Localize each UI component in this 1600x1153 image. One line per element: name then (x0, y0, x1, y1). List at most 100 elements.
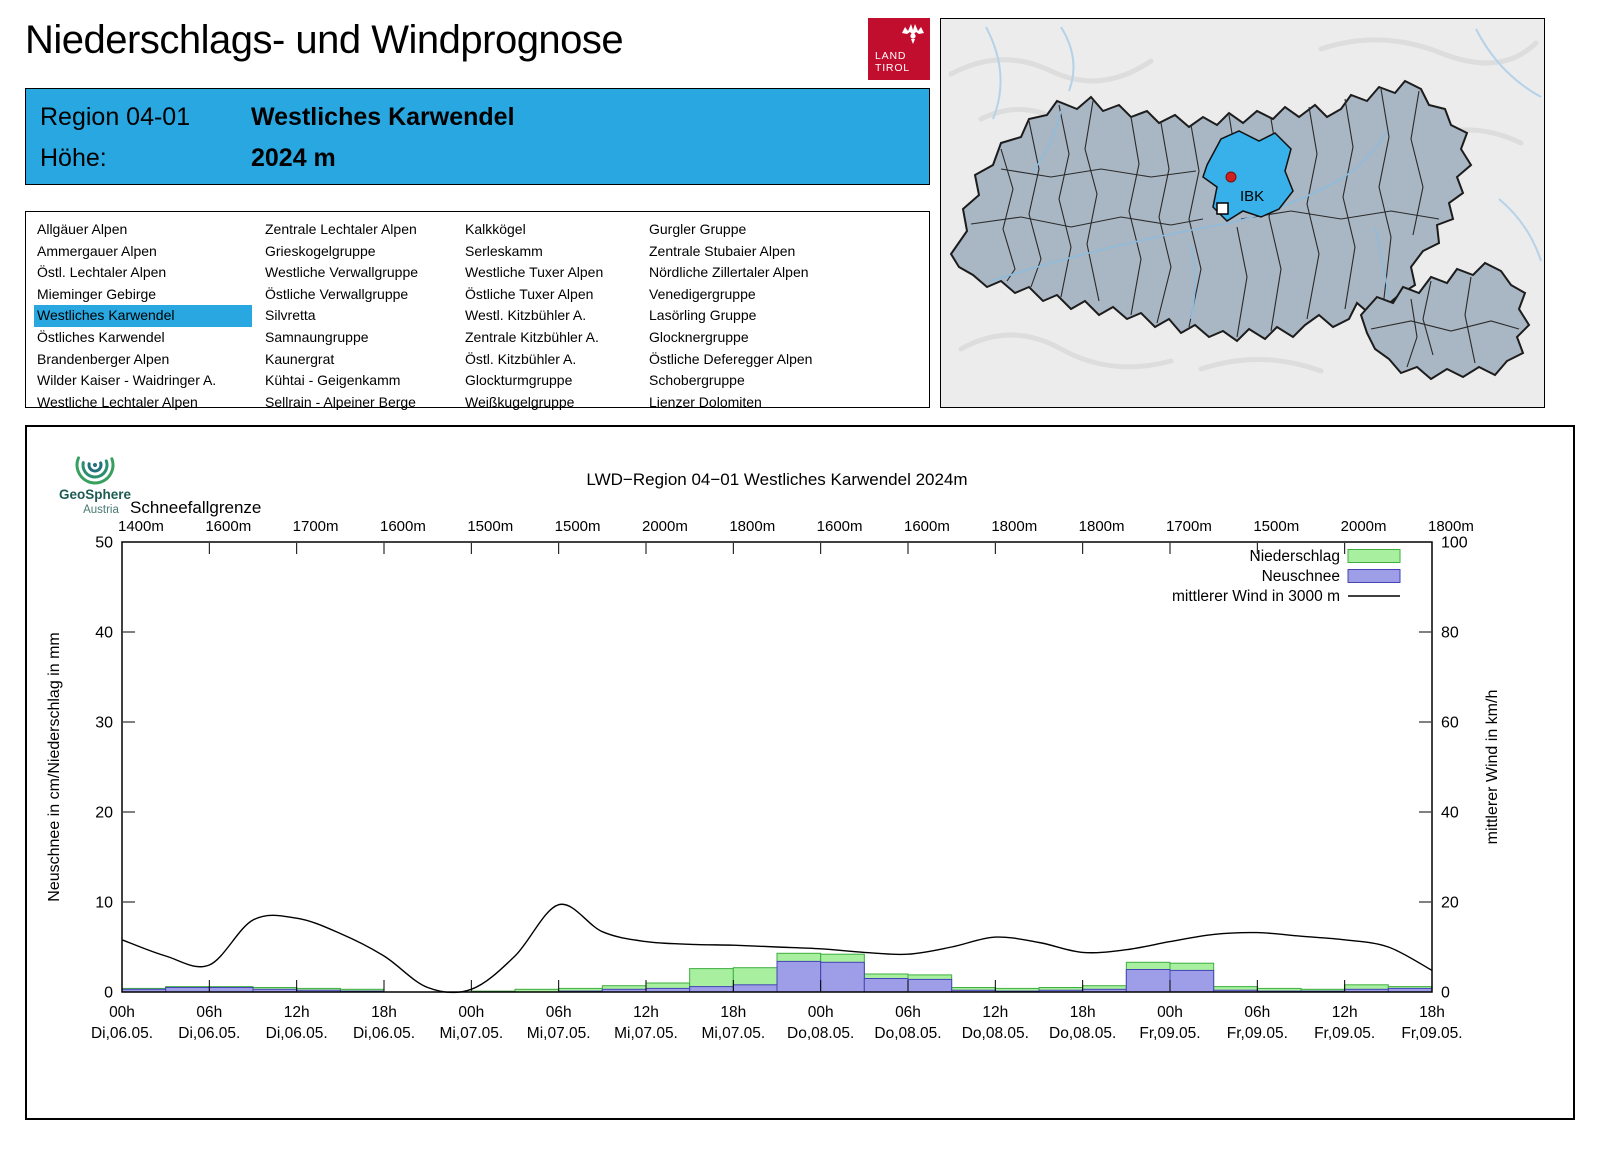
x-hour-label: 12h (633, 1004, 659, 1021)
snowline-value: 1800m (1428, 518, 1474, 535)
tirol-overview-map: IBK (940, 18, 1545, 408)
map-region-selected[interactable] (1202, 130, 1294, 222)
region-list-item[interactable]: Östliche Verwallgruppe (265, 285, 409, 302)
region-list-item[interactable]: Samnaungruppe (265, 328, 369, 345)
region-list-item-selected[interactable]: Westliches Karwendel (34, 305, 252, 327)
region-list-item[interactable]: Glocknergruppe (649, 328, 749, 345)
region-list-item[interactable]: Nördliche Zillertaler Alpen (649, 264, 809, 281)
region-list-item[interactable]: Schobergruppe (649, 372, 745, 389)
region-list-item[interactable]: Östliches Karwendel (37, 328, 165, 345)
region-list-item[interactable]: Wilder Kaiser - Waidringer A. (37, 372, 217, 389)
x-hour-label: 00h (458, 1004, 484, 1021)
region-header: Region 04-01 Westliches Karwendel Höhe: … (25, 88, 930, 185)
x-hour-label: 12h (982, 1004, 1008, 1021)
region-list-item[interactable]: Venedigergruppe (649, 285, 756, 302)
region-list-item[interactable]: Zentrale Lechtaler Alpen (265, 221, 417, 237)
snowline-value: 1800m (991, 518, 1037, 535)
east-region-borders (1370, 276, 1520, 368)
snowline-value: 1600m (380, 518, 426, 535)
x-date-label: Do,08.05. (1049, 1025, 1116, 1042)
x-date-label: Mi,07.05. (527, 1025, 591, 1042)
x-hour-label: 06h (895, 1004, 921, 1021)
left-tick-label: 30 (95, 715, 113, 732)
x-date-label: Do,08.05. (874, 1025, 941, 1042)
new-snow-bar (732, 984, 778, 993)
region-list-item[interactable]: Sellrain - Alpeiner Berge (265, 393, 416, 410)
region-list-item[interactable]: Serleskamm (465, 242, 543, 259)
region-name-value: Westliches Karwendel (251, 103, 515, 131)
right-tick-label: 60 (1441, 715, 1459, 732)
legend-swatch (1347, 549, 1401, 563)
x-hour-label: 00h (1157, 1004, 1183, 1021)
region-list-item[interactable]: Westliche Lechtaler Alpen (37, 393, 198, 410)
region-list-item[interactable]: Kühtai - Geigenkamm (265, 372, 401, 389)
region-list-item[interactable]: Kalkkögel (465, 221, 526, 237)
snowline-value: 1600m (817, 518, 863, 535)
region-list-item[interactable]: Silvretta (265, 307, 316, 324)
region-list-item[interactable]: Ammergauer Alpen (37, 242, 157, 259)
x-date-label: Fr,09.05. (1401, 1025, 1462, 1042)
region-list-item[interactable]: Brandenberger Alpen (37, 350, 170, 367)
legend-label: mittlerer Wind in 3000 m (1172, 588, 1340, 605)
right-tick-label: 20 (1441, 895, 1459, 912)
x-hour-label: 06h (1244, 1004, 1270, 1021)
snowline-value: 1600m (904, 518, 950, 535)
region-list-item[interactable]: Zentrale Stubaier Alpen (649, 242, 796, 259)
region-list-column: Kalkkögel Serleskamm Westliche Tuxer Alpen… (462, 219, 646, 413)
altitude-label: Höhe: (40, 144, 107, 172)
region-list-item[interactable]: Westliche Tuxer Alpen (465, 264, 604, 281)
region-list-item[interactable]: Lienzer Dolomiten (649, 393, 762, 410)
left-tick-label: 40 (95, 625, 113, 642)
region-list-column: Allgäuer Alpen Ammergauer Alpen Östl. Lech… (34, 219, 262, 413)
right-tick-label: 40 (1441, 805, 1459, 822)
region-list-item[interactable]: Westliche Verwallgruppe (265, 264, 419, 281)
new-snow-bar (776, 960, 822, 993)
land-tirol-logo-text: LAND TIROL (875, 50, 910, 74)
legend-label: Niederschlag (1250, 548, 1340, 565)
right-axis-title: mittlerer Wind in km/h (1484, 690, 1501, 845)
x-date-label: Di,06.05. (178, 1025, 240, 1042)
region-list-item[interactable]: Östl. Lechtaler Alpen (37, 264, 167, 281)
snowline-value: 1700m (293, 518, 339, 535)
map-region-east-tirol[interactable] (1359, 261, 1531, 381)
x-date-label: Di,06.05. (266, 1025, 328, 1042)
page-title: Niederschlags- und Windprognose (25, 18, 624, 62)
altitude-value: 2024 m (251, 144, 336, 172)
x-date-label: Do,08.05. (962, 1025, 1029, 1042)
region-list-item[interactable]: Westl. Kitzbühler A. (465, 307, 587, 324)
geosphere-logo: GeoSphere Austria (59, 445, 131, 516)
region-list-item[interactable]: Weißkugelgruppe (465, 393, 575, 410)
region-list-item[interactable]: Lasörling Gruppe (649, 307, 757, 324)
river-lines-outside (985, 26, 1542, 262)
region-list-item[interactable]: Mieminger Gebirge (37, 285, 157, 302)
x-hour-label: 00h (109, 1004, 135, 1021)
plot-frame (121, 541, 1433, 993)
logo-line2: TIROL (875, 61, 910, 74)
chart-svg: GeoSphere Austria LWD−Region 04−01 Westl… (46, 445, 1501, 1042)
snowline-value: 1800m (729, 518, 775, 535)
region-list-item[interactable]: Grieskogelgruppe (265, 242, 376, 259)
x-hour-label: 06h (196, 1004, 222, 1021)
region-list-item[interactable]: Östliche Tuxer Alpen (465, 285, 594, 302)
region-list: Allgäuer Alpen Ammergauer Alpen Östl. Lech… (25, 211, 930, 410)
map-region-north-tirol[interactable] (949, 79, 1473, 343)
snowline-value: 1500m (467, 518, 513, 535)
left-tick-label: 0 (104, 985, 113, 1002)
new-snow-bar (689, 986, 734, 993)
snowline-value: 2000m (642, 518, 688, 535)
region-list-item[interactable]: Allgäuer Alpen (37, 221, 128, 237)
region-list-item[interactable]: Zentrale Kitzbühler A. (465, 328, 599, 345)
right-tick-label: 0 (1441, 985, 1450, 1002)
region-list-item[interactable]: Östl. Kitzbühler A. (465, 350, 577, 367)
tirol-eagle-icon (902, 24, 924, 44)
x-date-label: Di,06.05. (353, 1025, 415, 1042)
river-lines-inside (990, 110, 1390, 320)
region-list-item[interactable]: Östliche Deferegger Alpen (649, 350, 813, 367)
snowline-value: 1400m (118, 518, 164, 535)
region-list-item[interactable]: Gurgler Gruppe (649, 221, 747, 237)
x-hour-label: 12h (1332, 1004, 1358, 1021)
region-columns: Allgäuer Alpen Ammergauer Alpen Östl. Lech… (34, 219, 929, 413)
region-list-item[interactable]: Glockturmgruppe (465, 372, 573, 389)
region-list-item[interactable]: Kaunergrat (265, 350, 335, 367)
